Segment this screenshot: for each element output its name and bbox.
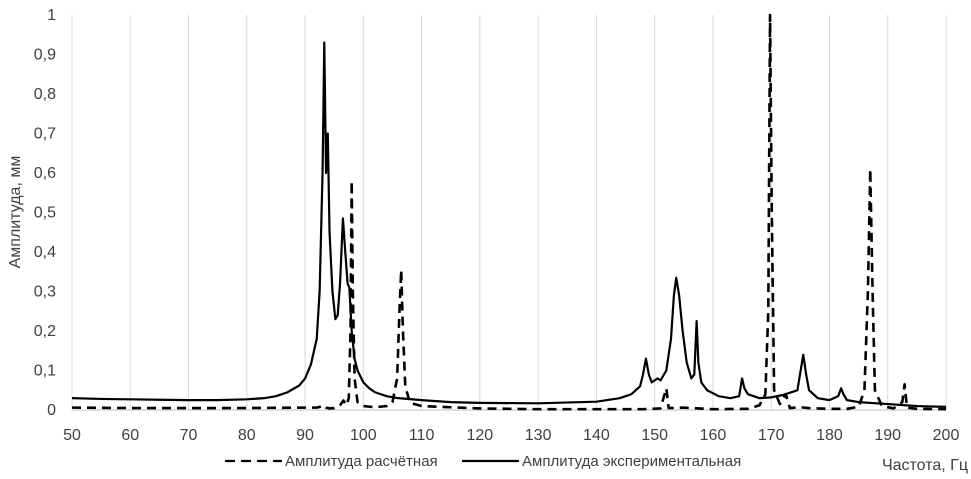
x-tick-label: 130 — [525, 427, 552, 444]
y-tick-label: 0,3 — [34, 284, 56, 301]
y-tick-label: 1 — [47, 7, 56, 24]
x-tick-label: 110 — [409, 427, 435, 444]
x-tick-label: 190 — [874, 427, 901, 444]
x-tick-label: 80 — [238, 427, 256, 444]
y-tick-label: 0,6 — [34, 165, 56, 182]
x-tick-label: 70 — [180, 427, 198, 444]
x-tick-label: 160 — [700, 427, 727, 444]
y-tick-label: 0,5 — [34, 205, 56, 222]
x-tick-label: 180 — [816, 427, 843, 444]
x-tick-label: 170 — [758, 427, 785, 444]
legend-label-experimental: Амплитуда экспериментальная — [522, 453, 741, 470]
y-axis-title: Амплитуда, мм — [7, 156, 24, 269]
y-tick-label: 0,9 — [34, 47, 56, 64]
x-tick-label: 90 — [296, 427, 314, 444]
series-group — [71, 13, 947, 411]
series-line-experimental — [71, 41, 947, 408]
legend: Амплитуда расчётная Амплитуда эксперимен… — [225, 453, 741, 470]
legend-label-calculated: Амплитуда расчётная — [285, 453, 438, 470]
x-tick-label: 120 — [467, 427, 494, 444]
series-line-calculated — [71, 13, 947, 411]
y-tick-label: 0,1 — [34, 363, 56, 380]
x-tick-labels: 50 60 70 80 90 100 110 120 130 140 150 160 170 180 190… — [63, 427, 959, 444]
x-tick-label: 150 — [641, 427, 668, 444]
x-tick-label: 60 — [121, 427, 139, 444]
y-tick-label: 0,2 — [34, 323, 56, 340]
x-tick-label: 100 — [350, 427, 377, 444]
y-tick-label: 0,7 — [34, 126, 56, 143]
y-tick-label: 0,4 — [34, 244, 56, 261]
y-tick-label: 0 — [47, 402, 56, 419]
y-tick-labels: 0 0,1 0,2 0,3 0,4 0,5 0,6 0,7 0,8 0,9 1 — [34, 7, 56, 419]
y-tick-label: 0,8 — [34, 86, 56, 103]
x-tick-label: 140 — [583, 427, 610, 444]
x-axis-title: Частота, Гц — [882, 457, 968, 474]
vertical-gridlines — [71, 15, 947, 410]
x-tick-label: 50 — [63, 427, 81, 444]
x-tick-label: 200 — [933, 427, 960, 444]
